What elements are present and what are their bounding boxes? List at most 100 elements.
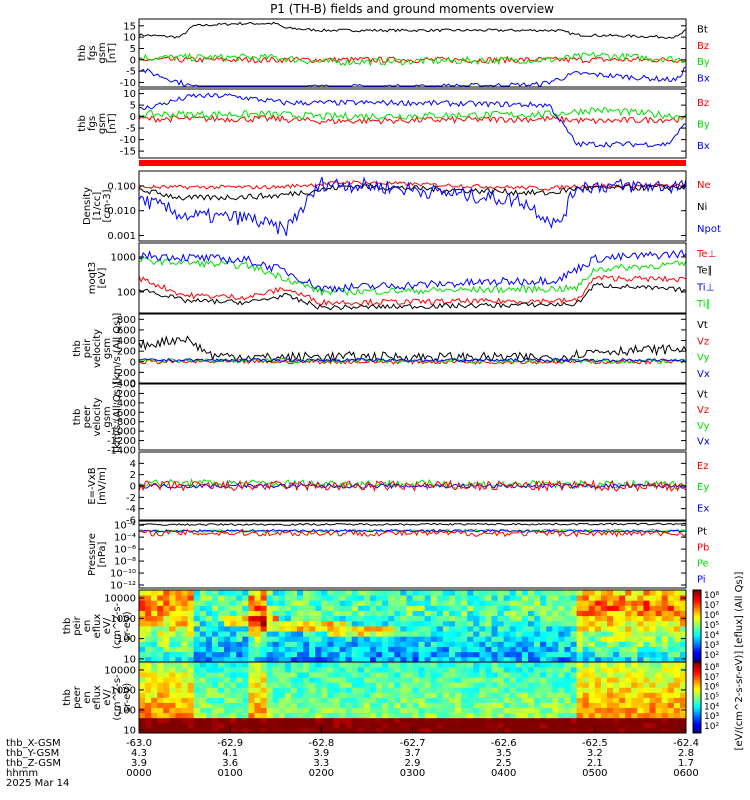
spectrogram-cell: [363, 702, 371, 709]
spectrogram-cell: [473, 636, 480, 642]
spectrogram-cell: [382, 717, 389, 724]
colorbar-cell: [693, 609, 701, 612]
spectrogram-cell: [588, 605, 596, 611]
spectrogram-cell: [643, 605, 650, 611]
spectrogram-cell: [406, 651, 413, 658]
spectrogram-cell: [497, 605, 505, 611]
colorbar-cell: [693, 720, 701, 723]
colorbar-cell: [693, 618, 701, 621]
y-tick-label: -2: [126, 493, 136, 504]
series-line-blue: [138, 357, 687, 363]
spectrogram-cell: [357, 667, 365, 673]
spectrogram-cell: [339, 620, 347, 627]
spectrogram-cell: [333, 656, 340, 663]
spectrogram-cell: [357, 615, 365, 622]
y-tick-label: 15: [123, 21, 136, 32]
spectrogram-cell: [606, 641, 614, 647]
spectrogram-cell: [667, 712, 675, 719]
spectrogram-cell: [321, 722, 328, 729]
spectrogram-cell: [163, 631, 170, 637]
spectrogram-cell: [619, 600, 626, 606]
spectrogram-cell: [594, 595, 602, 601]
spectrogram-cell: [570, 615, 577, 622]
colorbar-cell: [693, 645, 701, 648]
spectrogram-cell: [455, 717, 462, 724]
y-axis-label: thb peer en eflux eV/(cm^2-s-sr-eV): [62, 674, 133, 721]
spectrogram-cell: [625, 707, 632, 714]
spectrogram-cell: [497, 662, 505, 668]
spectrogram-cell: [321, 615, 328, 622]
spectrogram-cell: [297, 662, 304, 668]
spectrogram-cell: [631, 677, 638, 683]
spectrogram-cell: [424, 641, 432, 647]
spectrogram-cell: [619, 697, 626, 703]
spectrogram-cell: [509, 646, 517, 653]
spectrogram-cell: [546, 590, 553, 596]
colorbar-cell: [693, 699, 701, 702]
spectrogram-cell: [424, 590, 432, 596]
spectrogram-cell: [558, 712, 565, 719]
spectrogram-cell: [260, 641, 268, 647]
spectrogram-cell: [157, 656, 164, 663]
colorbar-cell: [693, 674, 701, 677]
spectrogram-cell: [157, 615, 164, 622]
spectrogram-cell: [655, 712, 663, 719]
spectrogram-cell: [527, 641, 535, 647]
spectrogram-cell: [673, 605, 681, 611]
spectrogram-cell: [290, 595, 298, 601]
spectrogram-cell: [175, 727, 182, 734]
spectrogram-cell: [546, 722, 553, 729]
spectrogram-cell: [406, 646, 413, 653]
spectrogram-cell: [369, 610, 377, 617]
spectrogram-cell: [400, 656, 407, 663]
spectrogram-cell: [619, 667, 626, 673]
spectrogram-cell: [606, 646, 614, 653]
spectrogram-cell: [163, 692, 170, 698]
spectrogram-cell: [552, 656, 559, 663]
spectrogram-cell: [436, 692, 444, 698]
spectrogram-cell: [619, 631, 626, 637]
spectrogram-cell: [473, 620, 480, 627]
spectrogram-cell: [479, 707, 486, 714]
spectrogram-cell: [297, 626, 304, 632]
spectrogram-cell: [649, 651, 657, 658]
spectrogram-cell: [564, 707, 571, 714]
spectrogram-cell: [515, 605, 523, 611]
spectrogram-cell: [388, 692, 395, 698]
spectrogram-cell: [546, 662, 553, 668]
spectrogram-cell: [637, 641, 644, 647]
spectrogram-cell: [546, 600, 553, 606]
spectrogram-cell: [436, 717, 444, 724]
spectrogram-cell: [461, 646, 468, 653]
spectrogram-cell: [613, 712, 620, 719]
spectrogram-cell: [558, 692, 565, 698]
spectrogram-cell: [479, 656, 486, 663]
spectrogram-cell: [175, 672, 182, 678]
spectrogram-cell: [333, 626, 340, 632]
spectrogram-cell: [321, 697, 328, 703]
spectrogram-cell: [655, 722, 663, 729]
spectrogram-cell: [515, 631, 523, 637]
spectrogram-cell: [181, 707, 189, 714]
spectrogram-cell: [491, 672, 498, 678]
spectrogram-cell: [260, 636, 268, 642]
spectrogram-cell: [236, 636, 243, 642]
spectrogram-cell: [260, 707, 268, 714]
spectrogram-cell: [181, 722, 189, 729]
spectrogram-cell: [485, 722, 492, 729]
spectrogram-cell: [521, 626, 529, 632]
colorbar-cell: [693, 662, 701, 665]
spectrogram-cell: [406, 667, 413, 673]
spectrogram-cell: [157, 646, 164, 653]
y-label-line: thb: [62, 618, 73, 635]
spectrogram-cell: [376, 600, 383, 606]
spectrogram-cell: [558, 717, 565, 724]
x-axis-value: 2.9: [405, 758, 421, 769]
spectrogram-cell: [175, 615, 182, 622]
spectrogram-cell: [193, 712, 201, 719]
spectrogram-cell: [394, 651, 401, 658]
spectrogram-cell: [564, 595, 571, 601]
spectrogram-cell: [631, 631, 638, 637]
spectrogram-cell: [637, 626, 644, 632]
spectrogram-cell: [613, 662, 620, 668]
